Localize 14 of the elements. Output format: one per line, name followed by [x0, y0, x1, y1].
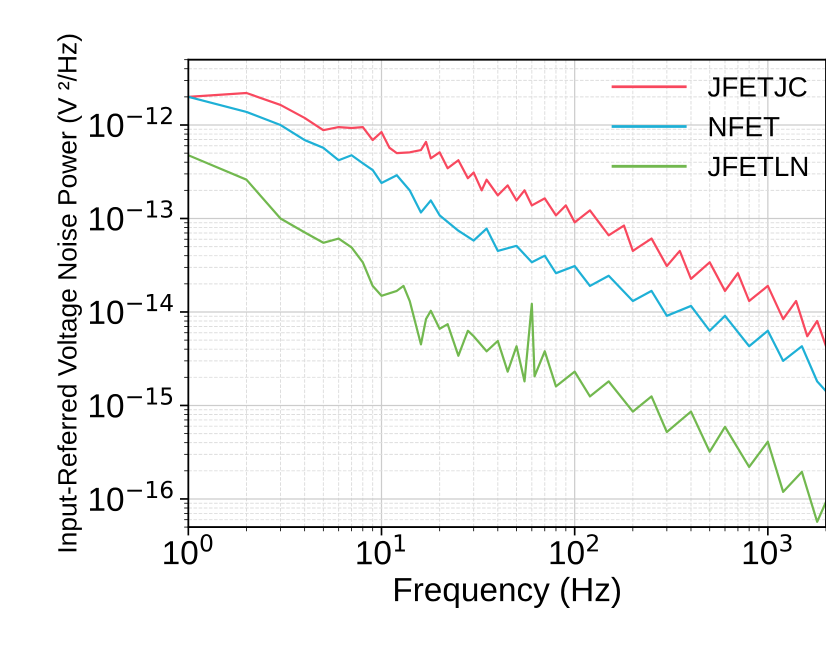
x-axis-title: Frequency (Hz) — [395, 576, 620, 608]
x-tick-label: 10$^{1}$ — [357, 534, 405, 565]
legend-label: JFETLN — [708, 156, 808, 176]
x-tick-label: 10$^{3}$ — [744, 534, 792, 565]
y-tick-label: 10$^{−16}$ — [90, 480, 173, 512]
y-tick-label: 10$^{−14}$ — [90, 294, 173, 324]
y-tick-label: 10$^{−13}$ — [90, 200, 172, 231]
legend-label: NFET — [710, 117, 780, 136]
x-tick-label: 10$^{0}$ — [164, 534, 212, 565]
legend-label: JFETJC — [708, 77, 807, 97]
y-axis-title: Input-Referred Voltage Noise Power (V ²/Hz) — [57, 34, 82, 552]
y-tick-label: 10$^{−12}$ — [90, 106, 172, 138]
y-tick-label: 10$^{−15}$ — [90, 388, 172, 418]
x-tick-label: 10$^{2}$ — [550, 534, 598, 565]
